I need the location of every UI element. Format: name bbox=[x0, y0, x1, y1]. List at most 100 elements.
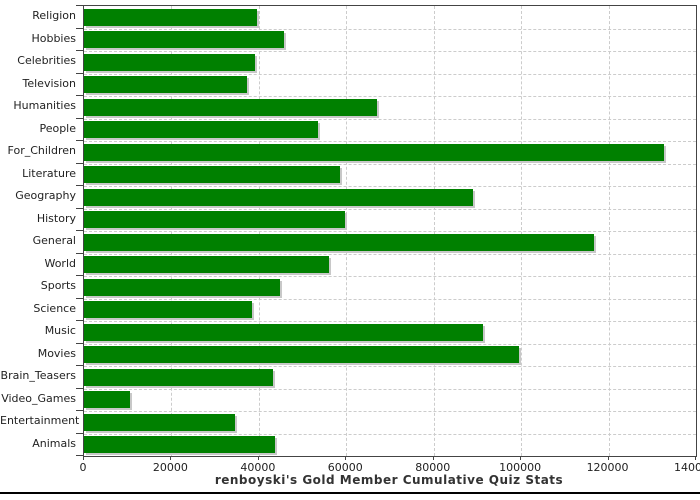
plot-area bbox=[83, 5, 697, 457]
category-tick bbox=[76, 95, 83, 96]
horizontal-gridline bbox=[84, 388, 696, 390]
category-tick bbox=[76, 455, 83, 456]
category-tick bbox=[76, 185, 83, 186]
category-tick bbox=[76, 230, 83, 231]
category-tick bbox=[76, 253, 83, 254]
category-label: People bbox=[39, 121, 76, 135]
value-tick-label: 140000 bbox=[674, 461, 700, 474]
category-label: Music bbox=[44, 324, 76, 338]
category-tick bbox=[76, 320, 83, 321]
category-tick bbox=[76, 50, 83, 51]
category-label: Video_Games bbox=[1, 391, 76, 405]
category-tick bbox=[76, 388, 83, 389]
value-tick bbox=[432, 456, 434, 460]
bar bbox=[84, 278, 280, 296]
horizontal-gridline bbox=[84, 141, 696, 142]
category-label: World bbox=[44, 256, 76, 270]
bar bbox=[84, 166, 340, 183]
category-tick bbox=[76, 365, 83, 366]
bar bbox=[84, 233, 594, 251]
bar bbox=[84, 31, 284, 48]
bar bbox=[84, 98, 377, 116]
horizontal-gridline bbox=[84, 276, 696, 277]
bar bbox=[84, 346, 519, 363]
bar bbox=[84, 121, 318, 138]
horizontal-gridline bbox=[84, 231, 696, 232]
horizontal-gridline bbox=[84, 433, 696, 435]
value-tick bbox=[170, 456, 172, 460]
category-label: Brain_Teasers bbox=[0, 369, 76, 383]
category-tick bbox=[76, 163, 83, 164]
value-tick-label: 60000 bbox=[327, 461, 363, 474]
value-tick-label: 40000 bbox=[240, 461, 276, 474]
horizontal-gridline bbox=[84, 96, 696, 97]
bar bbox=[84, 76, 247, 93]
bar bbox=[84, 413, 235, 431]
bar bbox=[84, 143, 664, 161]
bar bbox=[84, 256, 329, 273]
bar bbox=[84, 188, 473, 206]
value-tick bbox=[607, 456, 609, 460]
category-label: Hobbies bbox=[31, 31, 76, 45]
category-label: For_Children bbox=[7, 144, 76, 158]
category-tick bbox=[76, 410, 83, 411]
bar bbox=[84, 323, 483, 341]
category-label: Humanities bbox=[13, 99, 76, 113]
category-label: Movies bbox=[37, 346, 76, 360]
category-label: History bbox=[36, 211, 76, 225]
horizontal-gridline bbox=[84, 321, 696, 322]
value-tick-label: 0 bbox=[79, 461, 87, 474]
category-label: Animals bbox=[32, 436, 76, 450]
value-tick-label: 100000 bbox=[499, 461, 542, 474]
category-tick bbox=[76, 208, 83, 209]
horizontal-gridline bbox=[84, 208, 696, 210]
horizontal-gridline bbox=[84, 163, 696, 165]
bar bbox=[84, 211, 345, 228]
value-tick-label: 20000 bbox=[152, 461, 188, 474]
bar bbox=[84, 53, 255, 71]
horizontal-gridline bbox=[84, 253, 696, 255]
category-tick bbox=[76, 5, 83, 6]
horizontal-gridline bbox=[84, 343, 696, 345]
bar bbox=[84, 301, 252, 318]
bar bbox=[84, 368, 273, 386]
category-label: Sports bbox=[40, 279, 76, 293]
horizontal-gridline bbox=[84, 411, 696, 412]
category-label: Entertainment bbox=[0, 414, 80, 428]
horizontal-gridline bbox=[84, 51, 696, 52]
category-tick bbox=[76, 118, 83, 119]
category-tick bbox=[76, 275, 83, 276]
category-label: Geography bbox=[15, 189, 76, 203]
bar bbox=[84, 8, 257, 26]
category-tick bbox=[76, 73, 83, 74]
category-tick bbox=[76, 140, 83, 141]
horizontal-gridline bbox=[84, 298, 696, 300]
value-tick bbox=[83, 456, 84, 460]
category-label: Celebrities bbox=[17, 54, 76, 68]
category-label: Science bbox=[33, 301, 76, 315]
category-label: Television bbox=[22, 76, 77, 90]
category-label: Literature bbox=[22, 166, 76, 180]
bottom-divider bbox=[0, 492, 700, 494]
category-tick bbox=[76, 343, 83, 344]
bar bbox=[84, 436, 275, 453]
chart-title: renboyski's Gold Member Cumulative Quiz … bbox=[214, 473, 564, 487]
value-tick bbox=[520, 456, 522, 460]
value-tick bbox=[695, 456, 696, 460]
category-tick bbox=[76, 28, 83, 29]
category-label: General bbox=[32, 234, 76, 248]
value-tick-label: 80000 bbox=[415, 461, 451, 474]
horizontal-gridline bbox=[84, 366, 696, 367]
bar bbox=[84, 391, 130, 408]
horizontal-gridline bbox=[84, 118, 696, 120]
category-tick bbox=[76, 298, 83, 299]
value-tick bbox=[345, 456, 347, 460]
category-label: Religion bbox=[32, 9, 76, 23]
horizontal-gridline bbox=[84, 28, 696, 30]
value-tick-label: 120000 bbox=[586, 461, 629, 474]
horizontal-gridline bbox=[84, 186, 696, 187]
value-tick bbox=[257, 456, 259, 460]
horizontal-gridline bbox=[84, 73, 696, 75]
category-tick bbox=[76, 433, 83, 434]
